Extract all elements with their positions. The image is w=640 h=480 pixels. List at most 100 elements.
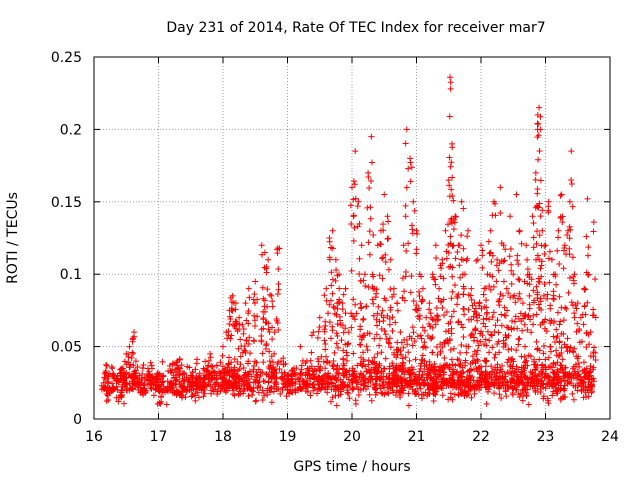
data-point bbox=[532, 169, 539, 176]
data-point bbox=[486, 337, 493, 344]
data-point bbox=[542, 242, 549, 249]
data-point bbox=[385, 218, 392, 225]
data-point bbox=[374, 322, 381, 329]
data-point bbox=[446, 154, 453, 161]
data-point bbox=[167, 386, 174, 393]
data-point bbox=[342, 285, 349, 292]
data-point bbox=[233, 384, 240, 391]
data-point bbox=[534, 228, 541, 235]
data-point bbox=[321, 337, 328, 344]
data-point bbox=[492, 322, 499, 329]
data-point bbox=[483, 400, 490, 407]
data-point bbox=[331, 304, 338, 311]
data-point bbox=[515, 275, 522, 282]
data-point bbox=[329, 227, 336, 234]
data-point bbox=[364, 204, 371, 211]
data-point bbox=[251, 300, 258, 307]
data-point bbox=[383, 335, 390, 342]
data-point bbox=[449, 193, 456, 200]
data-point bbox=[533, 380, 540, 387]
data-point bbox=[394, 300, 401, 307]
data-point bbox=[472, 325, 479, 332]
data-point bbox=[474, 347, 481, 354]
data-point bbox=[357, 300, 364, 307]
data-point bbox=[546, 279, 553, 286]
data-point bbox=[547, 305, 554, 312]
data-point bbox=[452, 255, 459, 262]
data-point bbox=[502, 246, 509, 253]
data-point bbox=[219, 352, 226, 359]
data-point bbox=[365, 239, 372, 246]
data-point bbox=[208, 362, 215, 369]
data-point bbox=[350, 296, 357, 303]
data-point bbox=[538, 262, 545, 269]
data-point bbox=[448, 313, 455, 320]
data-point bbox=[149, 365, 156, 372]
data-point bbox=[156, 385, 163, 392]
data-point bbox=[501, 376, 508, 383]
data-point bbox=[446, 336, 453, 343]
data-point bbox=[457, 360, 464, 367]
data-point bbox=[582, 286, 589, 293]
data-point bbox=[496, 383, 503, 390]
data-point bbox=[264, 385, 271, 392]
data-point bbox=[405, 369, 412, 376]
data-point bbox=[340, 347, 347, 354]
data-point bbox=[461, 285, 467, 292]
data-point bbox=[339, 306, 346, 313]
data-point bbox=[398, 382, 405, 389]
data-point bbox=[362, 282, 369, 289]
data-point bbox=[225, 328, 232, 335]
data-point bbox=[539, 207, 546, 214]
data-point bbox=[534, 203, 541, 210]
axis-ticks: 16 17 18 19 20 21 22 23 24 0 0.05 0.1 0.15 0.2 0.25 bbox=[51, 50, 619, 445]
data-point bbox=[340, 383, 347, 390]
data-point bbox=[314, 334, 321, 341]
data-point bbox=[489, 344, 496, 351]
data-point bbox=[451, 219, 458, 226]
data-point bbox=[407, 378, 414, 385]
data-point bbox=[214, 391, 221, 398]
data-point bbox=[355, 392, 362, 399]
data-point bbox=[376, 360, 383, 367]
data-point bbox=[447, 372, 454, 379]
data-point bbox=[440, 296, 447, 303]
data-point bbox=[461, 362, 468, 369]
data-point bbox=[180, 378, 187, 385]
data-point bbox=[434, 385, 441, 392]
data-point bbox=[524, 266, 531, 273]
data-point bbox=[118, 387, 125, 394]
data-point bbox=[319, 378, 326, 385]
y-tick-label: 0.25 bbox=[51, 50, 82, 66]
data-point bbox=[571, 345, 578, 352]
data-point bbox=[464, 233, 471, 240]
data-point bbox=[537, 213, 544, 220]
data-point bbox=[242, 300, 249, 307]
data-point bbox=[585, 379, 592, 386]
data-point bbox=[334, 333, 341, 340]
data-point bbox=[373, 286, 380, 293]
data-point bbox=[537, 388, 544, 395]
data-point bbox=[473, 257, 480, 264]
data-point bbox=[380, 365, 387, 372]
data-point bbox=[385, 374, 392, 381]
data-point bbox=[342, 325, 349, 332]
data-point bbox=[476, 386, 483, 393]
data-point bbox=[494, 364, 501, 371]
data-point bbox=[465, 343, 472, 350]
data-point bbox=[536, 104, 543, 111]
data-point bbox=[429, 324, 436, 331]
data-point bbox=[456, 382, 463, 389]
data-point bbox=[556, 321, 563, 328]
data-point bbox=[476, 382, 483, 389]
data-point bbox=[500, 292, 507, 299]
data-point bbox=[360, 332, 367, 339]
data-point bbox=[455, 318, 462, 325]
data-point bbox=[475, 342, 482, 349]
data-point bbox=[433, 344, 440, 351]
data-point bbox=[254, 313, 261, 320]
data-point bbox=[443, 379, 450, 386]
data-point bbox=[437, 350, 444, 357]
data-point bbox=[192, 390, 199, 397]
data-point bbox=[416, 293, 423, 300]
